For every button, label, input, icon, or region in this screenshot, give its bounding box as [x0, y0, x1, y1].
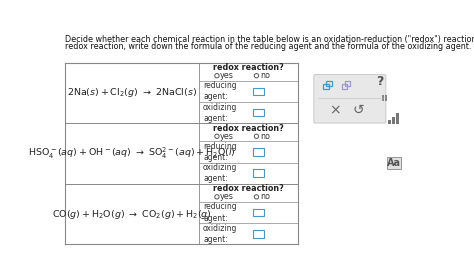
Bar: [382, 98, 384, 101]
Bar: [253, 109, 264, 116]
Text: reducing
agent:: reducing agent:: [203, 142, 237, 162]
Text: ?: ?: [376, 75, 384, 88]
Text: no: no: [260, 132, 270, 141]
Text: oxidizing
agent:: oxidizing agent:: [203, 163, 237, 183]
Bar: [382, 95, 384, 98]
Bar: [385, 95, 387, 98]
Bar: [323, 84, 328, 89]
Bar: [326, 81, 332, 86]
Bar: [253, 88, 264, 95]
Text: ×: ×: [328, 103, 340, 117]
Bar: [396, 113, 399, 124]
Text: $\mathrm{CO}(g) + \mathrm{H}_2\mathrm{O}(g)\ \rightarrow\ \mathrm{CO}_2(g) + \ma: $\mathrm{CO}(g) + \mathrm{H}_2\mathrm{O}…: [53, 208, 212, 220]
Bar: [253, 209, 264, 216]
Bar: [385, 98, 387, 101]
Text: Decide whether each chemical reaction in the table below is an oxidation-reducti: Decide whether each chemical reaction in…: [65, 35, 474, 44]
Bar: [345, 81, 350, 86]
Text: no: no: [260, 192, 270, 201]
Text: oxidizing
agent:: oxidizing agent:: [203, 103, 237, 123]
Text: no: no: [260, 71, 270, 80]
FancyBboxPatch shape: [314, 75, 386, 123]
Bar: [387, 157, 401, 169]
Bar: [253, 148, 264, 156]
Bar: [253, 169, 264, 177]
Text: ↺: ↺: [353, 103, 364, 117]
Text: $\mathrm{HSO}_4^-(aq) + \mathrm{OH}^-(aq)\ \rightarrow\ \mathrm{SO}_4^{2-}(aq) +: $\mathrm{HSO}_4^-(aq) + \mathrm{OH}^-(aq…: [28, 146, 236, 161]
Text: reducing
agent:: reducing agent:: [203, 202, 237, 223]
Text: $2\mathrm{Na}(s) + \mathrm{Cl}_2(g)\ \rightarrow\ 2\mathrm{NaCl}(s)$: $2\mathrm{Na}(s) + \mathrm{Cl}_2(g)\ \ri…: [67, 86, 197, 100]
Text: Aa: Aa: [387, 158, 401, 168]
Bar: [342, 84, 347, 89]
Text: redox reaction?: redox reaction?: [213, 184, 284, 193]
Text: yes: yes: [220, 192, 234, 201]
Text: redox reaction, write down the formula of the reducing agent and the formula of : redox reaction, write down the formula o…: [65, 42, 472, 51]
Bar: [392, 116, 395, 124]
Text: reducing
agent:: reducing agent:: [203, 81, 237, 101]
Text: yes: yes: [220, 132, 234, 141]
Bar: [253, 230, 264, 238]
Text: redox reaction?: redox reaction?: [213, 124, 284, 133]
Text: oxidizing
agent:: oxidizing agent:: [203, 224, 237, 244]
Text: redox reaction?: redox reaction?: [213, 63, 284, 72]
Bar: [388, 120, 391, 124]
Text: yes: yes: [220, 71, 234, 80]
